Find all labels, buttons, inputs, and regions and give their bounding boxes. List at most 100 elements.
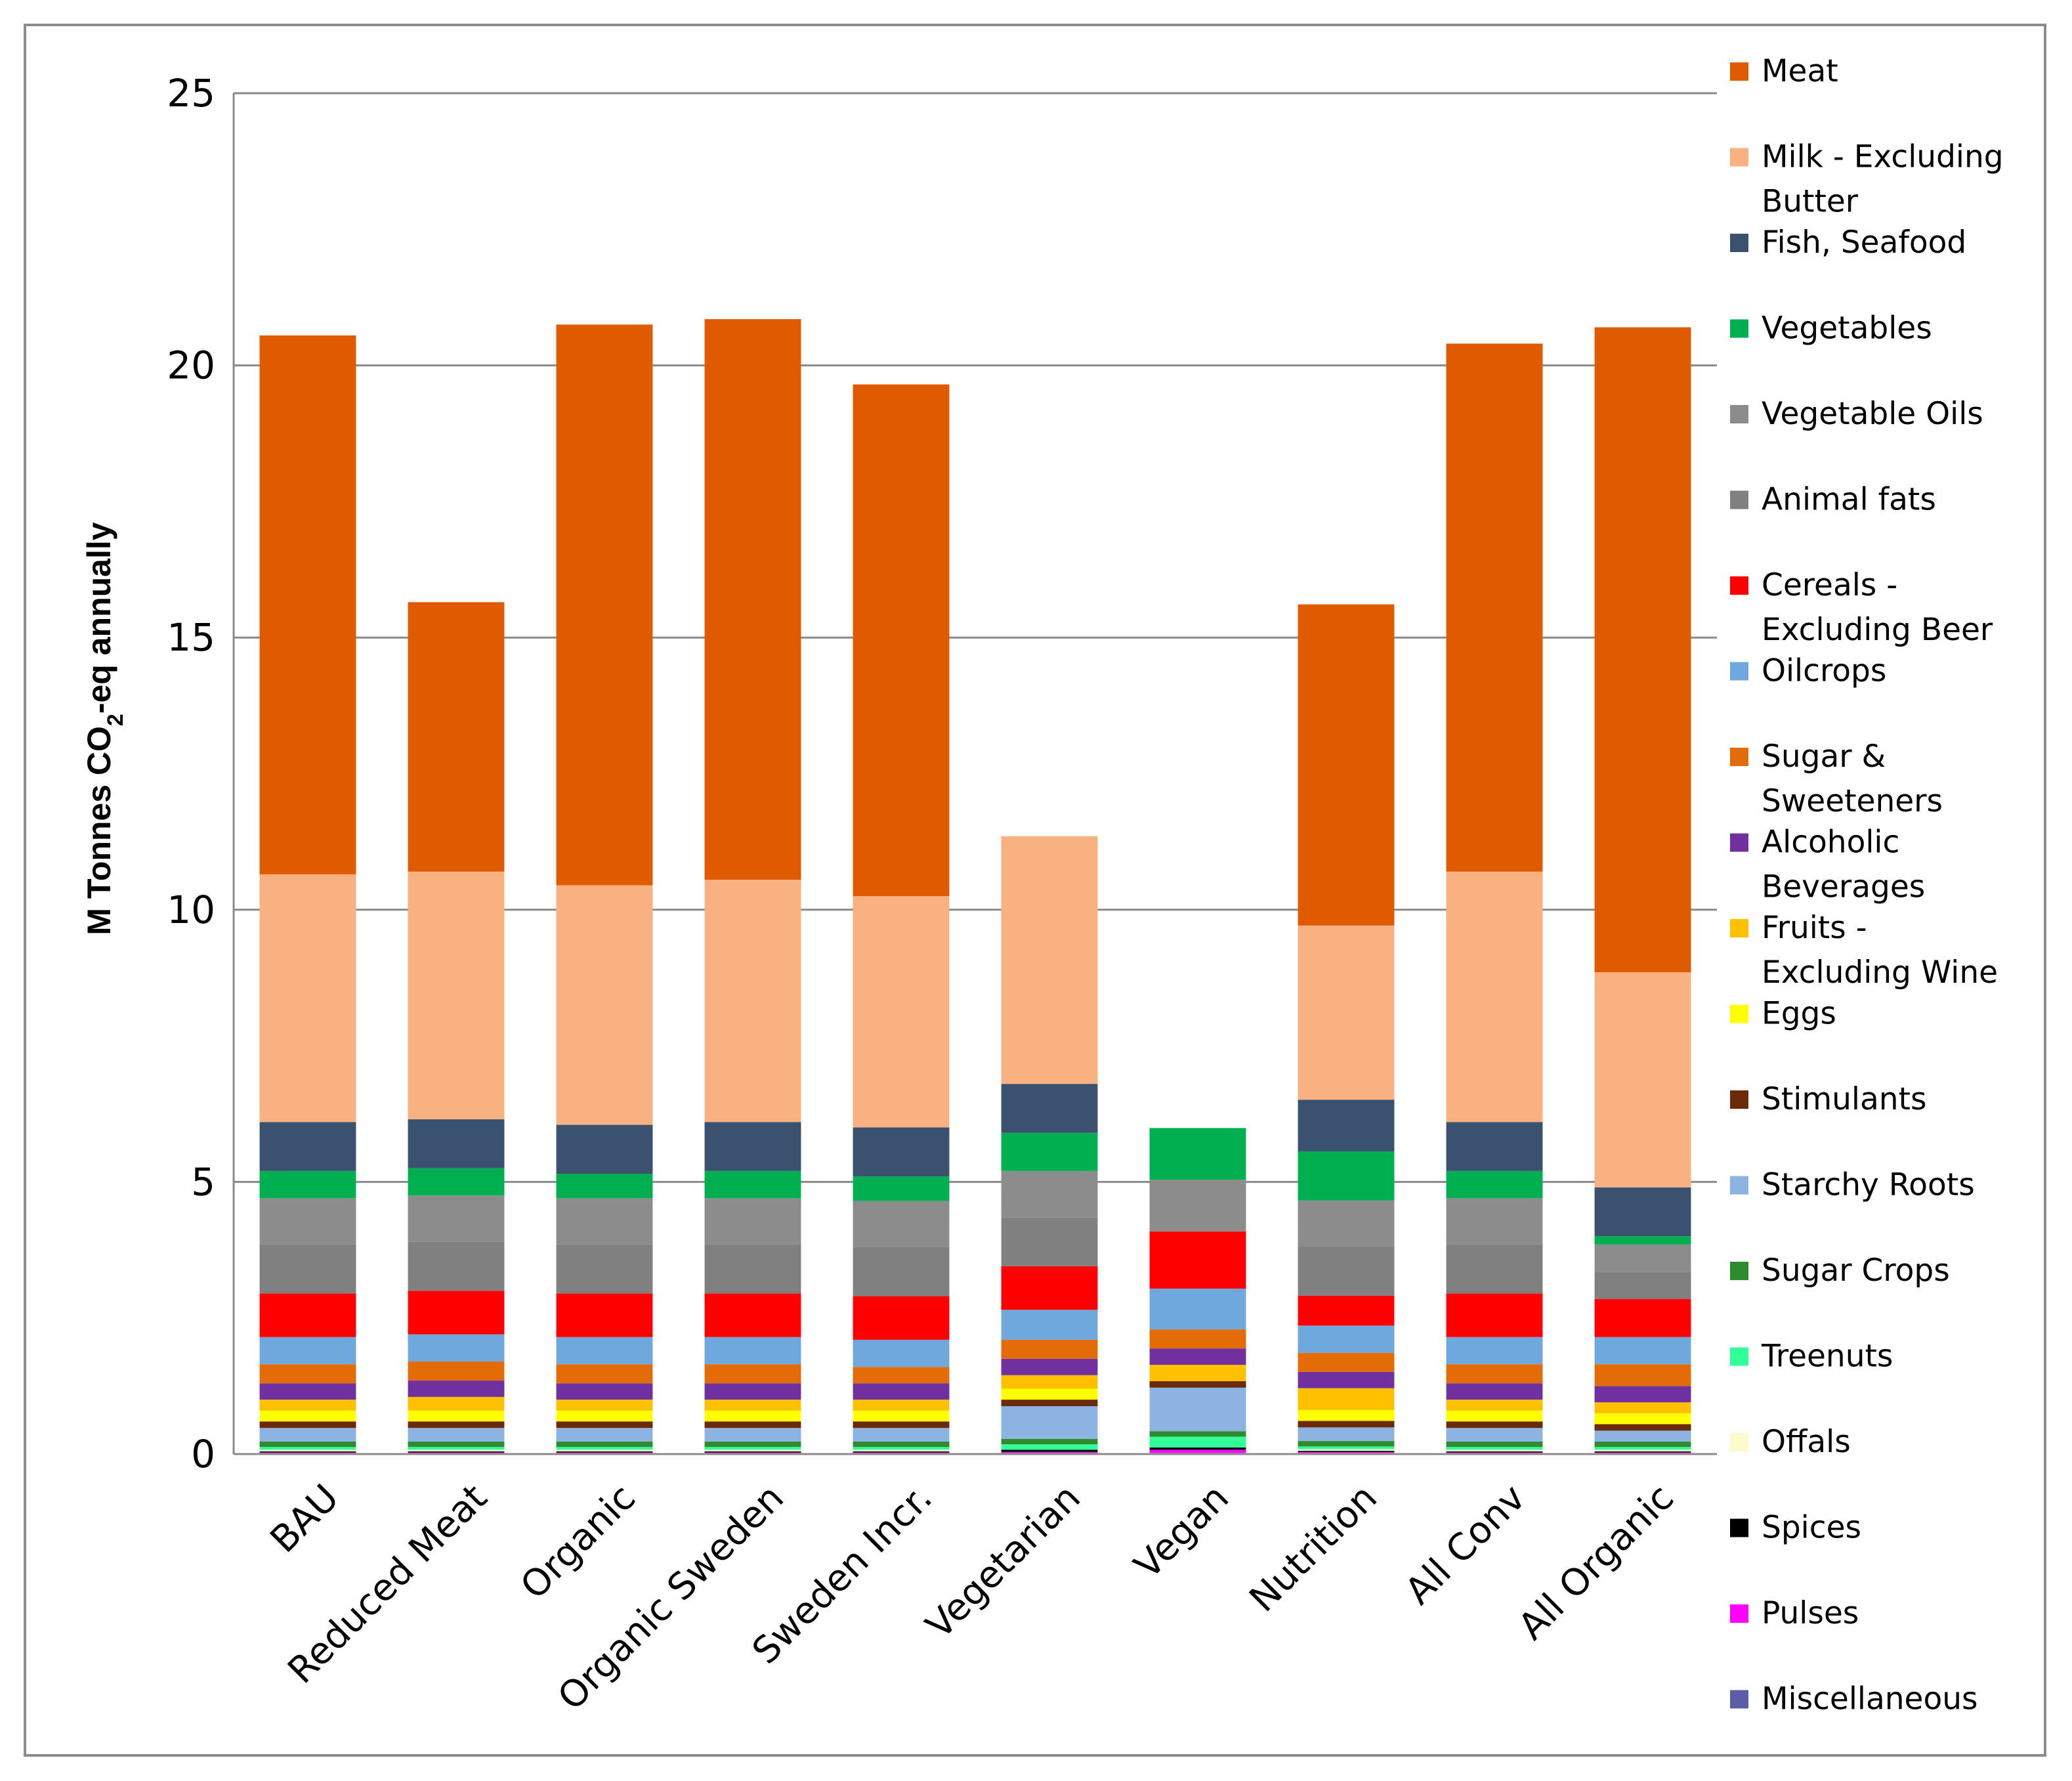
bar-segment-oilcrops xyxy=(704,1337,801,1365)
bar-segment-alcoholic-beverages xyxy=(408,1381,505,1397)
legend-label: Vegetable Oils xyxy=(1762,396,1983,432)
y-tick-label: 15 xyxy=(167,615,215,660)
x-category-label: All Organic xyxy=(1510,1476,1682,1648)
legend-item: Miscellaneous xyxy=(1730,1681,1978,1717)
legend-label: Milk - Excluding xyxy=(1762,139,2004,175)
legend-item: Fruits - Excluding Wine xyxy=(1730,910,1998,991)
legend-swatch xyxy=(1730,1262,1748,1280)
bar-segment-fish-seafood xyxy=(1001,1084,1098,1133)
bar-segment-spices xyxy=(408,1451,505,1453)
legend-label: Butter xyxy=(1762,184,1859,220)
bar-segment-alcoholic-beverages xyxy=(704,1383,801,1400)
bar-stack-organic xyxy=(556,324,653,1454)
bar-segment-stimulants xyxy=(1149,1381,1246,1388)
bar-segment-oilcrops xyxy=(259,1337,356,1365)
bar-segment-offals xyxy=(1298,1449,1395,1451)
bar-segment-fish-seafood xyxy=(1446,1122,1543,1171)
bar-segment-milk-excluding-butter xyxy=(704,880,801,1123)
legend-swatch xyxy=(1730,148,1748,167)
bar-stack-nutrition xyxy=(1298,604,1395,1454)
bar-segment-cereals-excluding-beer xyxy=(1149,1231,1246,1289)
bar-segment-alcoholic-beverages xyxy=(853,1383,950,1400)
legend-item: Milk - Excluding Butter xyxy=(1730,139,2004,220)
bar-segment-fish-seafood xyxy=(853,1127,950,1177)
bar-segment-sugar-sweeteners xyxy=(1594,1364,1691,1386)
bar-segment-spices xyxy=(259,1451,356,1453)
legend-item: Vegetable Oils xyxy=(1730,396,1983,432)
bar-segment-fruits-excluding-wine xyxy=(259,1400,356,1411)
bar-segment-oilcrops xyxy=(556,1337,653,1365)
bar-segment-meat xyxy=(408,602,505,872)
legend-swatch xyxy=(1730,576,1748,595)
bar-segment-fruits-excluding-wine xyxy=(556,1400,653,1411)
legend-item: Meat xyxy=(1730,53,1838,89)
bar-segment-offals xyxy=(408,1449,505,1451)
bar-segment-pulses xyxy=(1149,1449,1246,1453)
bar-segment-eggs xyxy=(1298,1409,1395,1421)
legend-item: Vegetables xyxy=(1730,311,1932,347)
legend-label: Meat xyxy=(1762,53,1838,89)
legend-item: Fish, Seafood xyxy=(1730,225,1966,261)
bar-segment-oilcrops xyxy=(1298,1325,1395,1353)
legend-label: Sugar Crops xyxy=(1762,1253,1950,1289)
legend-swatch xyxy=(1730,1004,1748,1023)
legend-item: Pulses xyxy=(1730,1595,1859,1631)
legend-item: Eggs xyxy=(1730,996,1836,1032)
bar-segment-stimulants xyxy=(556,1421,653,1428)
bar-segment-alcoholic-beverages xyxy=(1594,1386,1691,1403)
legend-label: Treenuts xyxy=(1761,1339,1893,1375)
bar-segment-fish-seafood xyxy=(556,1125,653,1174)
bar-segment-milk-excluding-butter xyxy=(1298,925,1395,1100)
bar-segment-fruits-excluding-wine xyxy=(1446,1400,1543,1411)
legend-swatch xyxy=(1730,919,1748,937)
bar-segment-animal-fats xyxy=(1446,1244,1543,1294)
bar-segment-fish-seafood xyxy=(704,1122,801,1171)
legend-label: Animal fats xyxy=(1762,482,1936,518)
bar-stack-all-conv xyxy=(1446,343,1543,1454)
legend-item: Cereals - Excluding Beer xyxy=(1730,567,1993,648)
legend-label: Sugar & xyxy=(1762,739,1886,775)
bar-segment-meat xyxy=(1594,327,1691,973)
bar-segment-treenuts xyxy=(704,1447,801,1450)
bar-segment-stimulants xyxy=(259,1421,356,1428)
bar-segment-cereals-excluding-beer xyxy=(704,1293,801,1337)
bar-segment-offals xyxy=(853,1449,950,1451)
bar-segment-sugar-crops xyxy=(1001,1438,1098,1445)
legend-swatch xyxy=(1730,234,1748,252)
bar-segment-vegetable-oils xyxy=(1149,1180,1246,1232)
bar-segment-starchy-roots xyxy=(1298,1427,1395,1442)
x-category-label: Nutrition xyxy=(1242,1476,1385,1620)
bar-segment-oilcrops xyxy=(1149,1288,1246,1330)
bar-segment-vegetables xyxy=(1001,1132,1098,1171)
y-tick-label: 20 xyxy=(167,343,215,388)
bar-segment-fruits-excluding-wine xyxy=(704,1400,801,1411)
bar-segment-eggs xyxy=(556,1410,653,1422)
bar-stacks xyxy=(259,319,1691,1454)
bar-segment-meat xyxy=(704,319,801,880)
bar-segment-sugar-sweeteners xyxy=(1446,1364,1543,1384)
legend-swatch xyxy=(1730,662,1748,681)
bar-segment-alcoholic-beverages xyxy=(1298,1371,1395,1388)
y-tick-label: 0 xyxy=(191,1432,215,1476)
legend-label: Cereals - xyxy=(1762,567,1897,603)
bar-segment-pulses xyxy=(1001,1451,1098,1453)
legend-label: Offals xyxy=(1762,1424,1851,1460)
bar-segment-treenuts xyxy=(259,1447,356,1450)
bar-segment-fruits-excluding-wine xyxy=(408,1396,505,1411)
bar-segment-cereals-excluding-beer xyxy=(556,1293,653,1337)
legend-swatch xyxy=(1730,833,1748,852)
bar-segment-animal-fats xyxy=(704,1244,801,1294)
bar-segment-milk-excluding-butter xyxy=(1594,972,1691,1188)
bar-segment-fish-seafood xyxy=(408,1119,505,1169)
legend-label: Oilcrops xyxy=(1762,653,1886,689)
bar-segment-sugar-sweeteners xyxy=(853,1367,950,1384)
bar-segment-milk-excluding-butter xyxy=(1446,871,1543,1123)
bar-segment-starchy-roots xyxy=(1149,1387,1246,1432)
legend-swatch xyxy=(1730,490,1748,509)
bar-segment-oilcrops xyxy=(408,1334,505,1362)
bar-segment-spices xyxy=(1446,1451,1543,1453)
bar-segment-eggs xyxy=(259,1410,356,1422)
legend-swatch xyxy=(1730,1604,1748,1623)
bar-segment-sugar-crops xyxy=(1149,1431,1246,1437)
bar-segment-milk-excluding-butter xyxy=(259,874,356,1123)
